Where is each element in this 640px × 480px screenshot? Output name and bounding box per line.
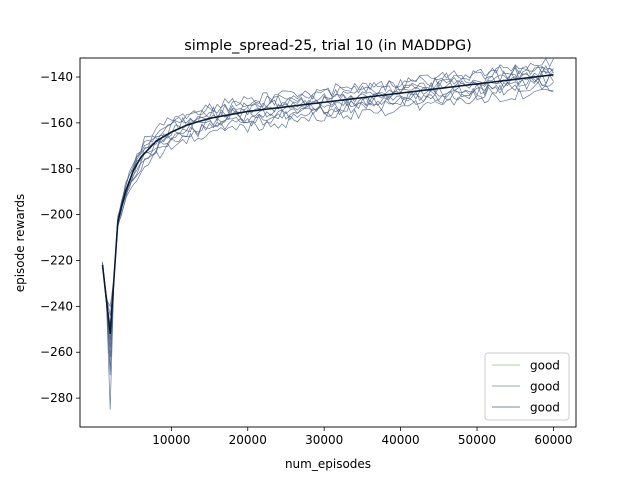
run-line: [102, 65, 554, 348]
x-tick-label: 60000: [534, 433, 572, 447]
x-tick-label: 20000: [229, 433, 267, 447]
y-tick-label: −280: [40, 391, 73, 405]
y-tick-label: −220: [40, 254, 73, 268]
run-line: [102, 81, 554, 308]
y-tick-label: −160: [40, 116, 73, 130]
legend-label-2: good: [530, 380, 560, 394]
run-line: [102, 65, 554, 357]
run-line: [102, 57, 554, 371]
mean-line-layer: [101, 73, 554, 334]
y-axis-label: episode rewards: [13, 194, 27, 293]
y-tick-label: −260: [40, 345, 73, 359]
run-lines: [102, 57, 554, 410]
mean-line: [101, 73, 554, 334]
legend-label-3: good: [530, 401, 560, 415]
x-axis-ticks: 10000 20000 30000 40000 50000 60000: [152, 427, 573, 447]
plot-frame: [79, 57, 577, 428]
legend: good good good: [484, 352, 570, 421]
x-tick-label: 50000: [458, 433, 496, 447]
y-tick-label: −240: [40, 299, 73, 313]
y-axis-ticks: −280 −260 −240 −220 −200 −180 −160 −140: [40, 70, 80, 405]
y-tick-label: −140: [40, 70, 73, 84]
y-tick-label: −200: [40, 208, 73, 222]
x-tick-label: 40000: [382, 433, 420, 447]
x-axis-label: num_episodes: [285, 457, 371, 471]
chart-title: simple_spread-25, trial 10 (in MADDPG): [184, 38, 472, 54]
legend-box: [484, 352, 570, 421]
legend-label-1: good: [530, 359, 560, 373]
y-tick-label: −180: [40, 162, 73, 176]
x-tick-label: 30000: [305, 433, 343, 447]
x-tick-label: 10000: [152, 433, 190, 447]
run-line: [102, 74, 554, 325]
